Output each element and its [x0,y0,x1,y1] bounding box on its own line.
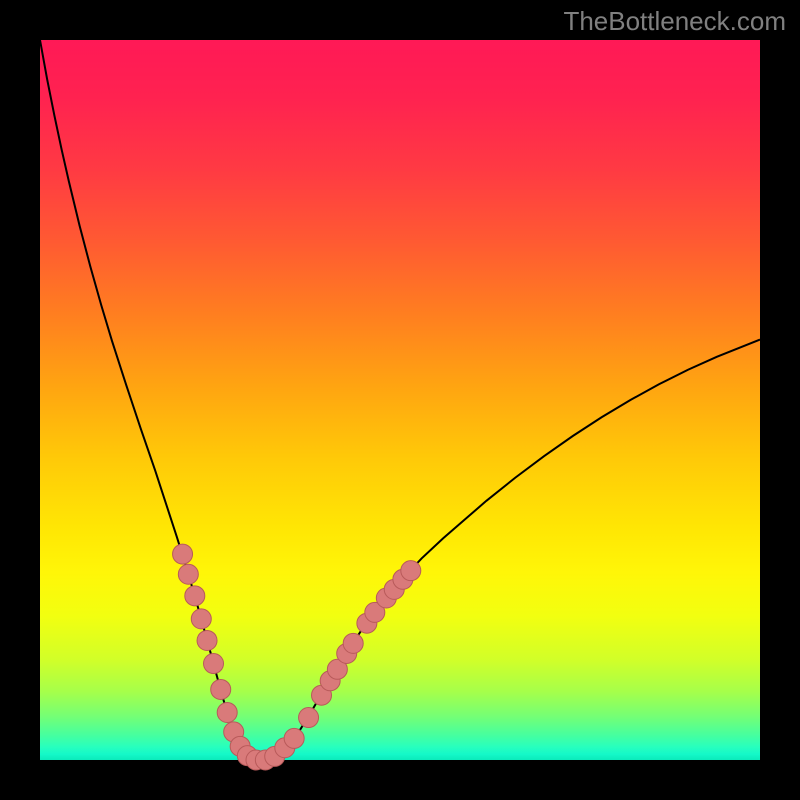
data-marker [211,679,231,699]
data-marker [401,561,421,581]
data-marker [299,708,319,728]
watermark-text: TheBottleneck.com [563,6,786,37]
data-marker [284,728,304,748]
data-marker [191,609,211,629]
data-marker [343,633,363,653]
plot-background [40,40,760,760]
data-marker [173,544,193,564]
data-marker [178,564,198,584]
bottleneck-chart [0,0,800,800]
data-marker [197,630,217,650]
data-marker [217,702,237,722]
data-marker [204,654,224,674]
chart-container: TheBottleneck.com [0,0,800,800]
data-marker [185,586,205,606]
